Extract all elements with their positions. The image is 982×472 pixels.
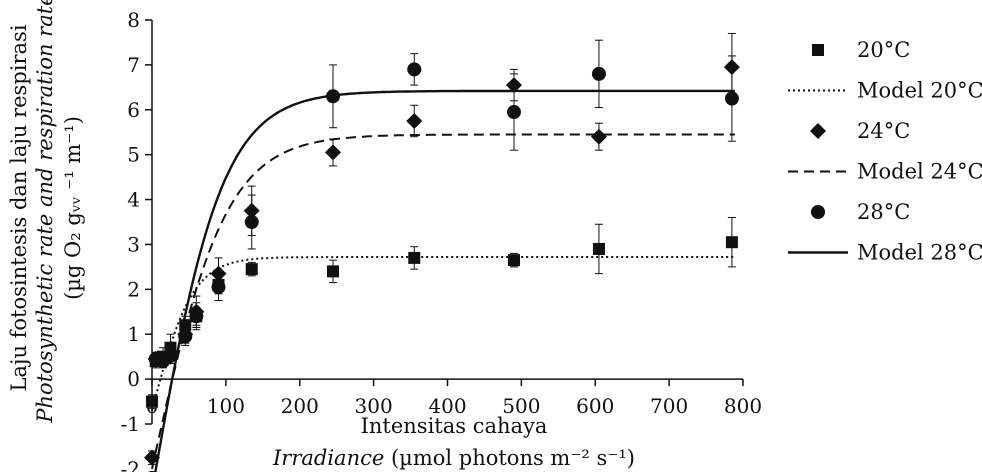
data-point-circle	[178, 329, 193, 344]
y-tick-label: 8	[127, 8, 140, 32]
data-point-circle	[724, 91, 739, 106]
data-point-square	[146, 395, 158, 408]
data-point-circle	[325, 89, 340, 104]
x-tick-label: 400	[428, 394, 466, 418]
x-tick-label: 700	[650, 394, 688, 418]
data-point-square	[408, 251, 421, 264]
data-point-circle	[506, 105, 521, 120]
y-tick-label: 2	[127, 277, 140, 301]
y-tick-label: 4	[127, 188, 140, 212]
y-tick-label: 0	[127, 367, 140, 391]
x-tick-label: 200	[281, 394, 319, 418]
data-point-circle	[211, 280, 226, 295]
data-point-circle	[407, 62, 422, 77]
legend-symbol-circle	[811, 205, 825, 219]
x-axis-title-unit: (µmol photons m⁻² s⁻¹)	[384, 446, 635, 470]
legend-label: 20°C	[857, 38, 910, 62]
legend-label: Model 24°C	[857, 160, 982, 184]
x-axis-title: Intensitas cahaya Irradiance (µmol photo…	[272, 414, 635, 470]
legend-label: 28°C	[857, 200, 910, 224]
data-point-circle	[244, 215, 259, 229]
legend: 20°C Model 20°C 24°C Model 24°C 28°C Model 28…	[788, 38, 982, 265]
data-point-circle	[591, 66, 606, 81]
y-tick-label: 5	[127, 143, 140, 167]
model-curve-solid	[154, 89, 735, 472]
y-axis-unit: (µg O₂ gᵥᵥ ⁻¹ m⁻¹)	[61, 116, 85, 300]
data-point-square	[245, 263, 258, 276]
y-tick-label: 3	[127, 232, 140, 256]
data-point-diamond	[406, 113, 423, 129]
x-axis-title-line2: Irradiance (µmol photons m⁻² s⁻¹)	[272, 446, 635, 470]
data-points	[144, 32, 740, 472]
data-point-diamond	[324, 144, 341, 161]
x-axis-title-italic: Irradiance	[272, 446, 384, 470]
y-tick-label: 6	[127, 98, 140, 122]
legend-label: Model 28°C	[857, 241, 982, 265]
y-tick-label: -1	[121, 412, 140, 436]
model-curve-dashed	[151, 133, 735, 470]
y-axis-title: Laju fotosintesis dan laju respirasi Pho…	[7, 0, 85, 424]
x-axis-title-line1: Intensitas cahaya	[361, 414, 548, 438]
legend-label: 24°C	[857, 119, 910, 143]
x-tick-label: 800	[724, 394, 762, 418]
data-point-circle	[163, 347, 178, 362]
y-tick-label: 1	[127, 322, 140, 346]
data-point-square	[507, 254, 520, 267]
x-tick-label: 100	[207, 394, 245, 418]
data-point-square	[592, 242, 605, 255]
x-tick-label: 600	[576, 394, 614, 418]
y-tick-label: -2	[121, 457, 140, 472]
legend-symbol-square	[812, 44, 824, 56]
legend-symbol-diamond	[810, 123, 826, 139]
data-point-square	[326, 265, 339, 278]
data-point-circle	[189, 309, 204, 324]
y-axis-title-line2: Photosynthetic rate and respiration rate	[33, 0, 57, 424]
y-tick-label: 7	[127, 53, 140, 77]
data-point-diamond	[144, 449, 160, 466]
model-curves	[151, 89, 735, 472]
x-tick-label: 500	[502, 394, 540, 418]
data-point-square	[725, 236, 738, 249]
legend-label: Model 20°C	[857, 79, 982, 103]
data-point-diamond	[590, 128, 607, 145]
y-axis-title-line1: Laju fotosintesis dan laju respirasi	[7, 24, 31, 391]
x-tick-label: 300	[355, 394, 393, 418]
model-curve-dotted	[151, 256, 735, 411]
